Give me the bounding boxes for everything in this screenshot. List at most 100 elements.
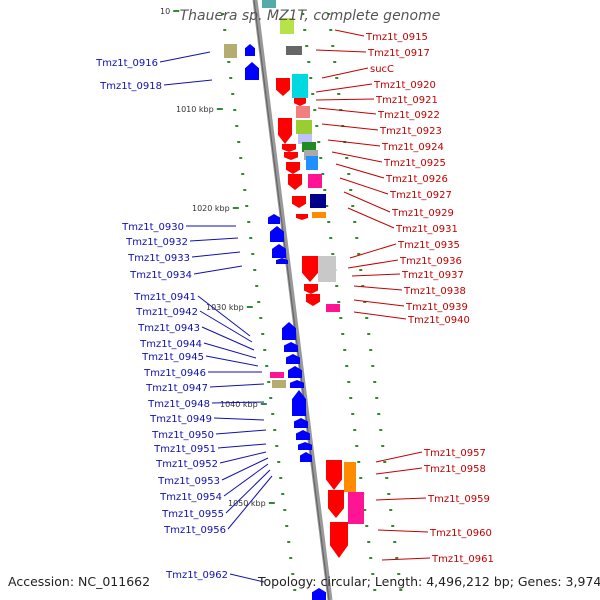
right-label-leader <box>353 311 407 320</box>
left-label-leader <box>201 326 255 351</box>
right-label-leader <box>381 557 431 561</box>
gene-feature <box>290 380 304 388</box>
gene-feature <box>270 372 284 378</box>
genome-backbone <box>252 0 333 600</box>
left-label-leader <box>225 469 271 514</box>
right-label-leader <box>321 67 369 79</box>
right-gene-label: Tmz1t_0925 <box>383 158 446 169</box>
right-label-leader <box>347 259 399 269</box>
gene-feature <box>298 442 312 450</box>
right-label-leader <box>349 243 397 259</box>
right-label-leader <box>347 207 395 229</box>
right-label-leader <box>321 123 379 131</box>
gene-feature <box>292 74 308 98</box>
left-label-leader <box>199 310 253 343</box>
right-label-leader <box>315 49 367 53</box>
left-gene-label: Tmz1t_0932 <box>125 237 188 248</box>
left-label-leader <box>159 51 211 63</box>
right-gene-label: Tmz1t_0926 <box>385 174 448 185</box>
right-label-leader <box>327 139 381 147</box>
right-gene-label: sucC <box>370 64 394 75</box>
scale-label: 1040 kbp <box>220 400 258 409</box>
gene-feature <box>330 522 348 558</box>
gene-feature <box>284 342 298 352</box>
gene-feature <box>294 418 308 428</box>
gene-feature <box>268 214 280 224</box>
genome-backbone-edge <box>253 0 330 600</box>
gene-feature <box>282 322 296 340</box>
gene-feature <box>308 174 322 188</box>
right-gene-label: Tmz1t_0958 <box>423 464 486 475</box>
right-gene-label: Tmz1t_0920 <box>373 80 436 91</box>
gene-feature <box>276 78 290 96</box>
right-gene-label: Tmz1t_0921 <box>375 95 438 106</box>
left-gene-label: Tmz1t_0949 <box>149 414 212 425</box>
right-label-leader <box>339 177 389 195</box>
right-label-leader <box>315 83 373 93</box>
left-label-leader <box>215 429 267 435</box>
gene-feature <box>224 44 237 58</box>
right-gene-label: Tmz1t_0931 <box>395 224 458 235</box>
gene-feature <box>286 46 302 55</box>
left-gene-label: Tmz1t_0945 <box>141 352 204 363</box>
left-label-leader <box>221 457 269 481</box>
gene-feature <box>302 256 318 282</box>
gene-feature <box>296 214 308 220</box>
gene-feature <box>312 212 326 218</box>
left-gene-label: Tmz1t_0930 <box>121 222 184 233</box>
gene-feature <box>270 226 284 242</box>
gene-feature <box>272 380 286 388</box>
gene-feature <box>296 120 312 134</box>
left-label-leader <box>213 417 265 421</box>
gene-feature <box>300 452 312 462</box>
right-gene-label: Tmz1t_0917 <box>367 48 430 59</box>
left-label-leader <box>217 443 267 449</box>
right-label-leader <box>353 285 403 291</box>
scale-label: 1020 kbp <box>192 204 230 213</box>
left-label-leader <box>209 383 265 388</box>
scale-label: 10 <box>160 7 170 16</box>
right-gene-label: Tmz1t_0927 <box>389 190 452 201</box>
accession-text: Accession: NC_011662 <box>8 574 151 589</box>
right-label-leader <box>343 191 391 213</box>
left-gene-label: Tmz1t_0918 <box>99 81 162 92</box>
left-gene-label: Tmz1t_0955 <box>161 509 224 520</box>
left-gene-label: Tmz1t_0956 <box>163 525 226 536</box>
left-gene-label: Tmz1t_0951 <box>153 444 216 455</box>
right-gene-label: Tmz1t_0961 <box>431 554 494 565</box>
gene-feature <box>344 462 356 492</box>
left-label-leader <box>205 355 259 367</box>
gene-feature <box>294 98 306 106</box>
right-label-leader <box>351 273 401 277</box>
right-gene-label: Tmz1t_0929 <box>391 208 454 219</box>
gene-feature <box>282 144 296 152</box>
gene-feature <box>348 492 364 524</box>
right-label-leader <box>375 467 423 475</box>
gene-feature <box>245 62 259 80</box>
left-gene-label: Tmz1t_0948 <box>147 399 210 410</box>
right-label-leader <box>317 107 377 115</box>
gene-feature <box>276 258 288 264</box>
left-label-leader <box>193 265 243 275</box>
gene-feature <box>318 256 336 282</box>
right-gene-label: Tmz1t_0959 <box>427 494 490 505</box>
right-gene-label: Tmz1t_0939 <box>405 302 468 313</box>
gene-feature <box>326 460 342 490</box>
left-gene-label: Tmz1t_0946 <box>143 368 206 379</box>
gene-feature <box>312 588 326 600</box>
left-gene-label: Tmz1t_0916 <box>95 58 158 69</box>
gene-feature <box>286 354 300 364</box>
gene-feature <box>296 106 310 118</box>
gene-feature <box>278 118 292 144</box>
right-gene-label: Tmz1t_0922 <box>377 110 440 121</box>
left-gene-label: Tmz1t_0944 <box>139 339 202 350</box>
left-gene-label: Tmz1t_0947 <box>145 383 208 394</box>
right-label-leader <box>334 29 365 37</box>
gene-feature <box>272 244 286 258</box>
left-label-leader <box>191 251 241 258</box>
gene-feature <box>306 156 318 170</box>
left-label-leader <box>211 401 265 404</box>
left-gene-label: Tmz1t_0954 <box>159 492 222 503</box>
gene-feature <box>288 366 302 378</box>
